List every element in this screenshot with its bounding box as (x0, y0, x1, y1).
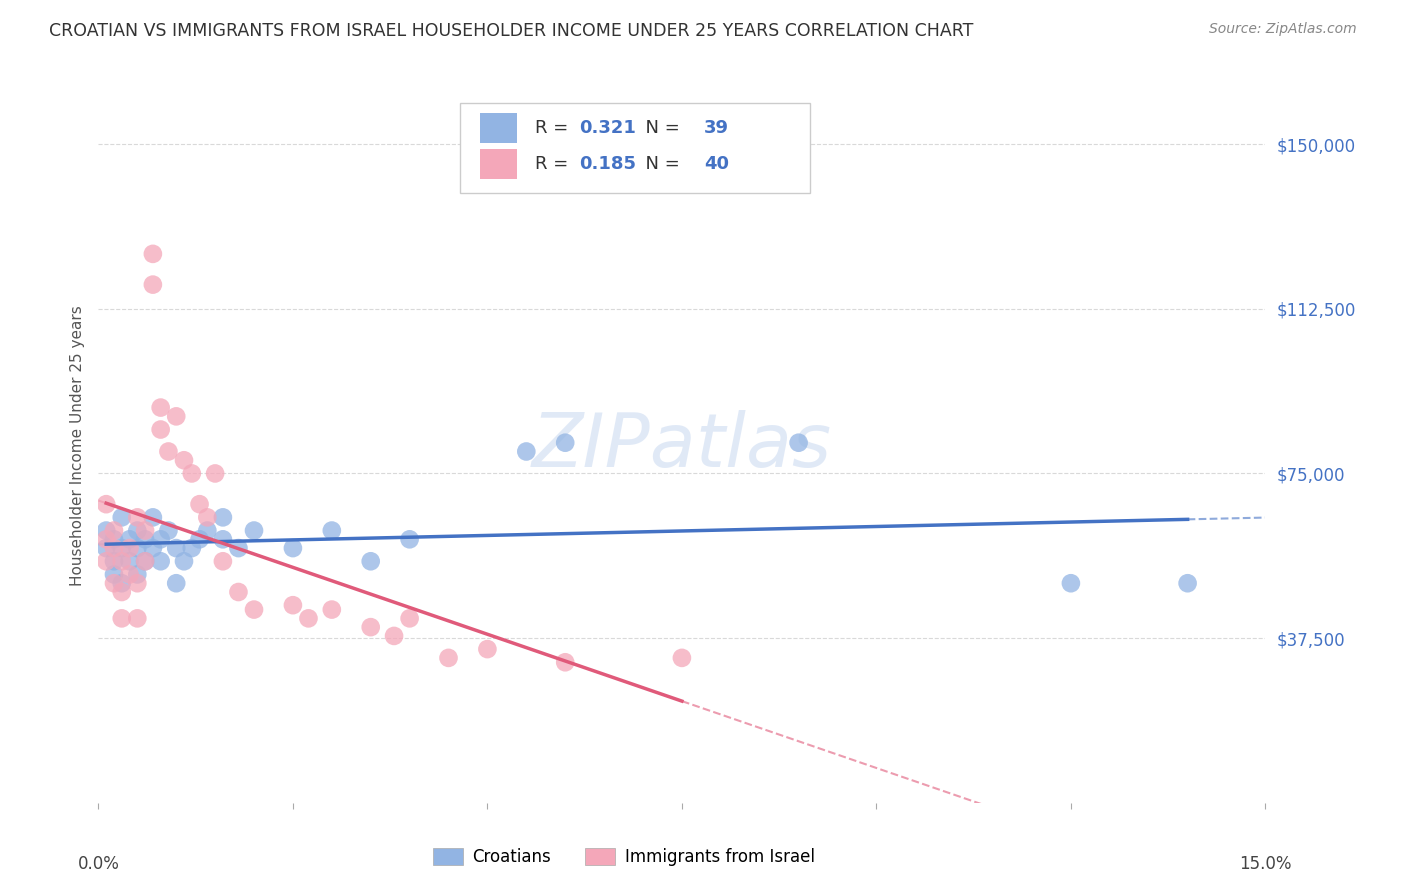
Point (111, 611, 134, 625)
Text: 0.321: 0.321 (579, 120, 636, 137)
Point (134, 524, 156, 538)
Point (149, 533, 172, 547)
Point (96, 497, 118, 511)
Text: 40: 40 (704, 155, 730, 173)
Point (188, 497, 211, 511)
Point (118, 541, 141, 555)
Point (437, 651, 460, 665)
Point (360, 620, 382, 634)
Point (157, 444, 180, 458)
FancyBboxPatch shape (479, 113, 517, 144)
Point (103, 533, 125, 547)
Point (165, 541, 187, 555)
Text: N =: N = (634, 120, 686, 137)
Text: ZIPatlas: ZIPatlas (531, 410, 832, 482)
Point (103, 576, 125, 591)
Point (134, 554, 156, 568)
Point (96, 541, 118, 555)
Text: CROATIAN VS IMMIGRANTS FROM ISRAEL HOUSEHOLDER INCOME UNDER 25 YEARS CORRELATION: CROATIAN VS IMMIGRANTS FROM ISRAEL HOUSE… (49, 22, 973, 40)
Point (103, 524, 125, 538)
Point (195, 524, 218, 538)
Point (173, 453, 195, 467)
Text: 15.0%: 15.0% (1239, 855, 1292, 873)
Point (212, 533, 235, 547)
Point (382, 629, 405, 643)
Point (554, 655, 576, 669)
Point (103, 541, 125, 555)
FancyBboxPatch shape (460, 103, 810, 193)
Point (281, 598, 304, 612)
Point (149, 423, 172, 437)
Y-axis label: Householder Income Under 25 years: Householder Income Under 25 years (69, 306, 84, 586)
Text: 0.0%: 0.0% (77, 855, 120, 873)
FancyBboxPatch shape (479, 149, 517, 179)
Point (142, 510, 165, 524)
Text: 39: 39 (704, 120, 730, 137)
Point (1060, 576, 1083, 591)
Point (111, 554, 134, 568)
Point (243, 602, 266, 616)
Point (212, 554, 235, 568)
Point (195, 510, 218, 524)
Point (103, 554, 125, 568)
Point (515, 444, 537, 458)
Point (360, 554, 382, 568)
Point (142, 541, 165, 555)
Point (142, 247, 165, 261)
Point (204, 467, 226, 481)
Point (398, 611, 420, 625)
Point (142, 277, 165, 292)
Point (180, 541, 202, 555)
Point (149, 401, 172, 415)
Text: N =: N = (634, 155, 686, 173)
Point (212, 510, 235, 524)
Point (1177, 576, 1199, 591)
Point (127, 541, 149, 555)
Point (188, 533, 211, 547)
Point (173, 554, 195, 568)
Point (134, 554, 156, 568)
Point (96, 524, 118, 538)
Point (111, 576, 134, 591)
Point (118, 533, 141, 547)
Point (321, 524, 343, 538)
Point (165, 409, 187, 424)
Point (243, 524, 266, 538)
Point (127, 524, 149, 538)
Point (228, 541, 250, 555)
Point (111, 541, 134, 555)
Point (554, 435, 576, 450)
Point (297, 611, 319, 625)
Text: Source: ZipAtlas.com: Source: ZipAtlas.com (1209, 22, 1357, 37)
Point (281, 541, 304, 555)
Point (671, 651, 693, 665)
Point (398, 533, 420, 547)
Point (134, 533, 156, 547)
Point (157, 524, 180, 538)
Point (149, 554, 172, 568)
Point (103, 567, 125, 582)
Point (127, 567, 149, 582)
Point (165, 576, 187, 591)
Point (127, 576, 149, 591)
Legend: Croatians, Immigrants from Israel: Croatians, Immigrants from Israel (433, 847, 814, 866)
Text: R =: R = (534, 120, 574, 137)
Point (321, 602, 343, 616)
Point (787, 435, 810, 450)
Point (96, 533, 118, 547)
Point (228, 585, 250, 599)
Point (180, 467, 202, 481)
Point (127, 510, 149, 524)
Point (477, 642, 499, 657)
Text: R =: R = (534, 155, 574, 173)
Point (118, 567, 141, 582)
Point (111, 585, 134, 599)
Point (111, 510, 134, 524)
Point (127, 611, 149, 625)
Point (96, 554, 118, 568)
Point (118, 554, 141, 568)
Text: 0.185: 0.185 (579, 155, 637, 173)
